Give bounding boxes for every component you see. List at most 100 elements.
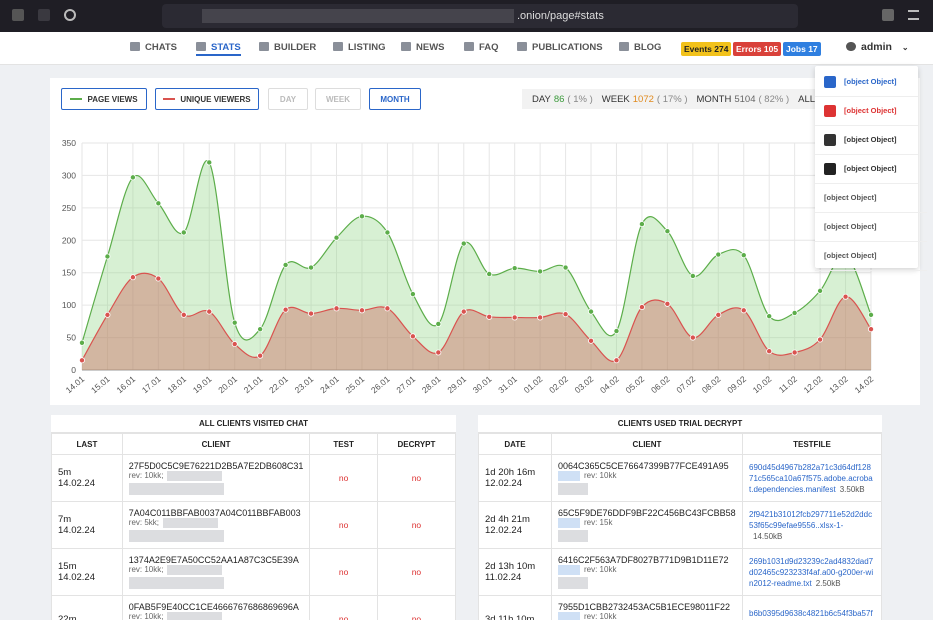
point — [613, 328, 620, 335]
rev: rev: 10kk — [584, 612, 617, 620]
y-tick-label: 100 — [62, 300, 76, 310]
decrypt: no — [376, 548, 456, 596]
nav-item[interactable]: PUBLICATIONS — [517, 42, 603, 53]
client-id: 0064C365C5CE76647399B77FCE491A95 — [558, 461, 729, 471]
nav-item[interactable]: BUILDER — [259, 42, 316, 53]
back-button[interactable] — [12, 9, 24, 21]
blurred — [558, 471, 580, 481]
point — [638, 304, 645, 311]
point — [104, 253, 111, 260]
point — [664, 228, 671, 235]
nav-item[interactable]: BLOG — [619, 42, 661, 53]
user-menu: [object Object] [object Object] [object Ob… — [815, 66, 927, 271]
nav-item[interactable]: FAQ — [464, 42, 499, 53]
blurred — [558, 483, 588, 495]
range-button[interactable]: MONTH — [369, 88, 421, 110]
forward-button[interactable] — [38, 9, 50, 21]
summary-pct: ( 1% ) — [567, 93, 593, 105]
menu-item[interactable]: [object Object] — [815, 154, 918, 184]
client-rev: rev: 10kk; — [129, 565, 304, 575]
rev: rev: 10kk; — [128, 612, 164, 620]
client-rev: rev: 15k — [558, 518, 736, 528]
testfile[interactable]: b6b0395d9638c4821b6c54f3ba57f52165c7eda5… — [749, 609, 873, 618]
url-bar[interactable]: .onion/page#stats — [162, 4, 798, 28]
point — [257, 326, 264, 333]
point — [180, 229, 187, 236]
cell-time: 22m — [51, 595, 123, 620]
row[interactable]: 22m 0FAB5F9E40CC1CE4666767686869696A rev: … — [51, 595, 456, 620]
menu-icon — [824, 75, 836, 88]
menu-item[interactable]: [object Object] — [815, 212, 927, 242]
point — [358, 213, 365, 220]
reload-button[interactable] — [64, 9, 76, 21]
user[interactable]: admin ⌄ — [846, 41, 909, 53]
time: 2d 13h 10m — [485, 561, 536, 572]
row[interactable]: 3d 11h 10m 7955D1CBB2732453AC5B1ECE98011F… — [478, 595, 882, 620]
nav-item[interactable]: STATS — [196, 42, 241, 56]
decrypt: no — [376, 595, 456, 620]
nav-icon — [619, 42, 629, 51]
date: 14.02.24 — [58, 572, 95, 583]
date: 14.02.24 — [58, 525, 95, 536]
point — [78, 357, 85, 364]
client-rev: rev: 10kk — [558, 471, 736, 481]
column-header: DATE — [478, 433, 552, 455]
table: DATE CLIENT TESTFILE 1d 20h 16m 12.02.24 0064… — [478, 433, 882, 620]
testfile[interactable]: 2f9421b31012fcb297711e52d2ddc53f65c99efa… — [749, 510, 873, 530]
menu-item[interactable]: [object Object] — [815, 96, 918, 126]
menu-icon — [824, 162, 836, 175]
x-tick-label: 26.01 — [369, 374, 392, 396]
menu-item[interactable]: [object Object] — [815, 241, 927, 271]
menu-label: [object Object] — [844, 77, 897, 86]
x-tick-label: 03.02 — [573, 374, 596, 396]
x-tick-label: 09.02 — [725, 374, 748, 396]
legend-button[interactable]: PAGE VIEWS — [61, 88, 147, 110]
cell-client: 6416C2F563A7DF8027B771D9B1D11E72 rev: 10k… — [551, 548, 743, 596]
row[interactable]: 1d 20h 16m 12.02.24 0064C365C5CE76647399B7… — [478, 454, 882, 502]
url-text: .onion/page#stats — [517, 10, 604, 22]
point — [129, 174, 136, 181]
nav-item[interactable]: CHATS — [130, 42, 177, 53]
x-tick-label: 19.01 — [191, 374, 214, 396]
menu-button[interactable] — [908, 10, 919, 20]
client-rev: rev: 10kk — [558, 565, 736, 575]
cell-client: 65C5F9DE76DDF9BF22C456BC43FCBB58 rev: 15k — [551, 501, 743, 549]
decrypt: no — [376, 501, 456, 549]
range-button[interactable]: DAY — [268, 88, 308, 110]
row[interactable]: 5m 14.02.24 27F5D0C5C9E76221D2B5A7E2DB608C… — [51, 454, 456, 502]
menu-item[interactable]: [object Object] — [815, 67, 918, 97]
rev: rev: 15k — [584, 518, 613, 528]
row[interactable]: 2d 13h 10m 11.02.24 6416C2F563A7DF8027B771… — [478, 548, 882, 596]
legend-button[interactable]: UNIQUE VIEWERS — [155, 88, 259, 110]
x-tick-label: 20.01 — [216, 374, 239, 396]
badge[interactable]: Jobs 17 — [783, 42, 821, 56]
time: 22m — [58, 613, 77, 620]
row[interactable]: 15m 14.02.24 1374A2E9E7A50CC52AA1A87C3C5E3… — [51, 548, 456, 596]
test: no — [309, 501, 378, 549]
badge[interactable]: Events 274 — [681, 42, 732, 56]
row[interactable]: 2d 4h 21m 12.02.24 65C5F9DE76DDF9BF22C456B… — [478, 501, 882, 549]
point — [766, 313, 773, 320]
cell-client: 27F5D0C5C9E76221D2B5A7E2DB608C31 rev: 10k… — [121, 454, 311, 502]
menu-item[interactable]: [object Object] — [815, 183, 927, 213]
nav-icon — [333, 42, 343, 51]
row[interactable]: 7m 14.02.24 7A04C011BBFAB0037A04C011BBFAB0… — [51, 501, 456, 549]
time: 3d 11h 10m — [485, 613, 535, 620]
date: 14.02.24 — [58, 478, 95, 489]
point — [78, 339, 85, 346]
nav-item[interactable]: NEWS — [401, 42, 445, 53]
x-tick-label: 05.02 — [623, 374, 646, 396]
range-button[interactable]: WEEK — [315, 88, 361, 110]
nav-icon — [196, 42, 206, 51]
extensions-button[interactable] — [882, 9, 894, 21]
summary-pct: ( 17% ) — [656, 93, 688, 105]
nav-item[interactable]: LISTING — [333, 42, 385, 53]
testfile[interactable]: 690d45d4967b282a71c3d64df12871c565ca10a6… — [749, 462, 873, 494]
testfile[interactable]: 269b1031d9d23239c2ad4832dad7d02465c92323… — [749, 556, 874, 588]
badge[interactable]: Errors 105 — [733, 42, 782, 56]
menu-item[interactable]: [object Object] — [815, 125, 918, 155]
point — [817, 336, 824, 343]
client-id: 27F5D0C5C9E76221D2B5A7E2DB608C31 — [128, 461, 304, 471]
test: no — [309, 454, 378, 502]
x-tick-label: 10.02 — [751, 374, 774, 396]
